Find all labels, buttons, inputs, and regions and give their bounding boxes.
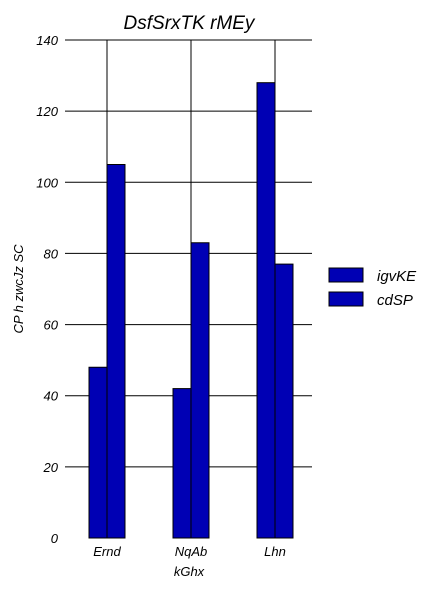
y-tick-label: 80 (44, 246, 59, 261)
y-tick-label: 140 (36, 33, 58, 48)
chart-title: DsfSrxTK rMEy (124, 13, 256, 34)
x-axis-label: kGhx (174, 564, 205, 579)
y-tick-label: 40 (44, 389, 59, 404)
legend: igvKE cdSP (328, 267, 417, 309)
bar-cdSP-Ernd (106, 164, 126, 539)
bar-igvKE-Ernd (88, 366, 108, 539)
bars (88, 82, 294, 539)
x-tick-label: Ernd (93, 544, 121, 559)
x-tick-label: Lhn (264, 544, 286, 559)
bar-cdSP-Lhn (274, 263, 294, 539)
bar-igvKE-Lhn (256, 82, 276, 539)
bar-cdSP-NqAb (190, 242, 210, 539)
y-tick-label: 0 (51, 531, 59, 546)
y-tick-label: 100 (36, 175, 58, 190)
legend-swatch-cdSP (328, 291, 364, 307)
legend-swatch-igvKE (328, 267, 364, 283)
y-axis-label: CP h zwcJz SC (11, 244, 26, 334)
legend-label-igvKE: igvKE (377, 268, 417, 285)
x-tick-label: NqAb (175, 544, 208, 559)
legend-label-cdSP: cdSP (377, 292, 413, 309)
y-tick-label: 60 (44, 318, 59, 333)
tick-labels: 0 20 40 60 80 100 120 140 Ernd NqAb Lhn (36, 33, 286, 559)
bar-igvKE-NqAb (172, 388, 192, 539)
y-tick-label: 20 (43, 460, 59, 475)
y-tick-label: 120 (36, 104, 58, 119)
